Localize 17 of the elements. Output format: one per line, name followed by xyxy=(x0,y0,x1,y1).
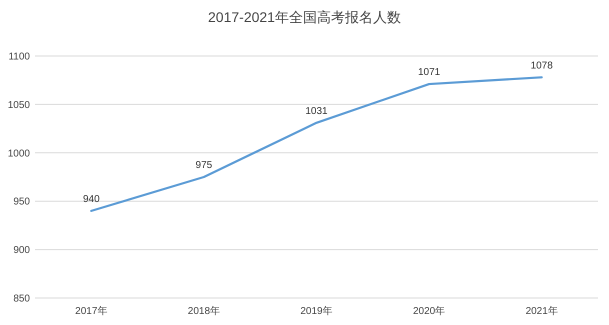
y-tick-label: 950 xyxy=(13,196,30,208)
y-tick-label: 1050 xyxy=(8,100,30,111)
x-tick-label: 2017年 xyxy=(75,305,108,317)
data-label: 975 xyxy=(196,160,213,171)
chart-title: 2017-2021年全国高考报名人数 xyxy=(208,9,401,25)
data-label: 940 xyxy=(82,194,100,205)
x-tick-label: 2019年 xyxy=(300,305,333,317)
x-tick-label: 2021年 xyxy=(526,305,558,317)
data-label: 1078 xyxy=(530,60,554,72)
y-tick-label: 900 xyxy=(13,245,30,256)
y-tick-label: 1100 xyxy=(8,52,30,62)
x-tick-label: 2018年 xyxy=(188,305,220,317)
data-label: 1071 xyxy=(418,67,441,78)
y-tick-label: 1000 xyxy=(8,148,30,160)
y-tick-label: 850 xyxy=(13,294,30,304)
data-label: 1031 xyxy=(305,106,328,117)
x-tick-label: 2020年 xyxy=(412,305,446,317)
